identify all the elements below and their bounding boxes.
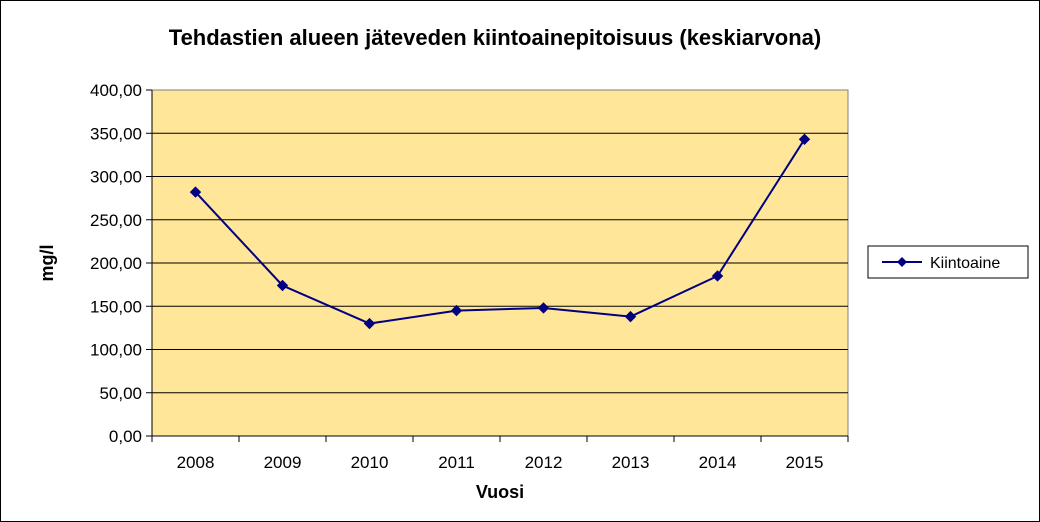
- x-tick-label: 2014: [699, 453, 737, 472]
- x-tick-label: 2011: [438, 453, 475, 472]
- x-tick-label: 2008: [177, 453, 215, 472]
- y-tick-label: 50,00: [99, 384, 142, 403]
- gridlines: [152, 132, 848, 394]
- series-line: [194, 138, 806, 325]
- legend-series-marker: [897, 257, 907, 267]
- chart-title: Tehdastien alueen jäteveden kiintoainepi…: [169, 25, 821, 50]
- data-point: [711, 270, 724, 282]
- legend: Kiintoaine: [867, 245, 1029, 279]
- x-tick-label: 2009: [264, 453, 302, 472]
- y-tick-label: 250,00: [90, 211, 142, 230]
- y-tick-label: 200,00: [90, 254, 142, 273]
- y-axis-ticks: 0,00 50,00 100,00 150,00 200,00 250,00 300,00 3…: [90, 81, 153, 446]
- y-tick-label: 300,00: [90, 168, 142, 187]
- x-tick-label: 2010: [351, 453, 389, 472]
- y-axis-label: mg/l: [37, 244, 57, 281]
- y-tick-label: 350,00: [90, 124, 142, 143]
- x-axis-label: Vuosi: [476, 482, 524, 502]
- data-point: [624, 310, 637, 323]
- y-tick-label: 150,00: [90, 297, 142, 316]
- x-tick-label: 2015: [786, 453, 824, 472]
- x-tick-label: 2012: [525, 453, 563, 472]
- data-point: [363, 317, 376, 330]
- x-axis-ticks: 2008 2009 2010 2011 2012 2013 2014 2015: [151, 435, 849, 472]
- y-tick-label: 0,00: [109, 427, 142, 446]
- data-point: [189, 186, 202, 198]
- data-point: [537, 302, 550, 314]
- data-point: [450, 304, 463, 317]
- legend-series-label: Kiintoaine: [930, 255, 1000, 272]
- y-tick-label: 400,00: [90, 81, 142, 100]
- series-layer: [189, 133, 811, 330]
- y-tick-label: 100,00: [90, 341, 142, 360]
- data-point: [798, 133, 811, 146]
- x-tick-label: 2013: [612, 453, 650, 472]
- data-point: [276, 279, 289, 292]
